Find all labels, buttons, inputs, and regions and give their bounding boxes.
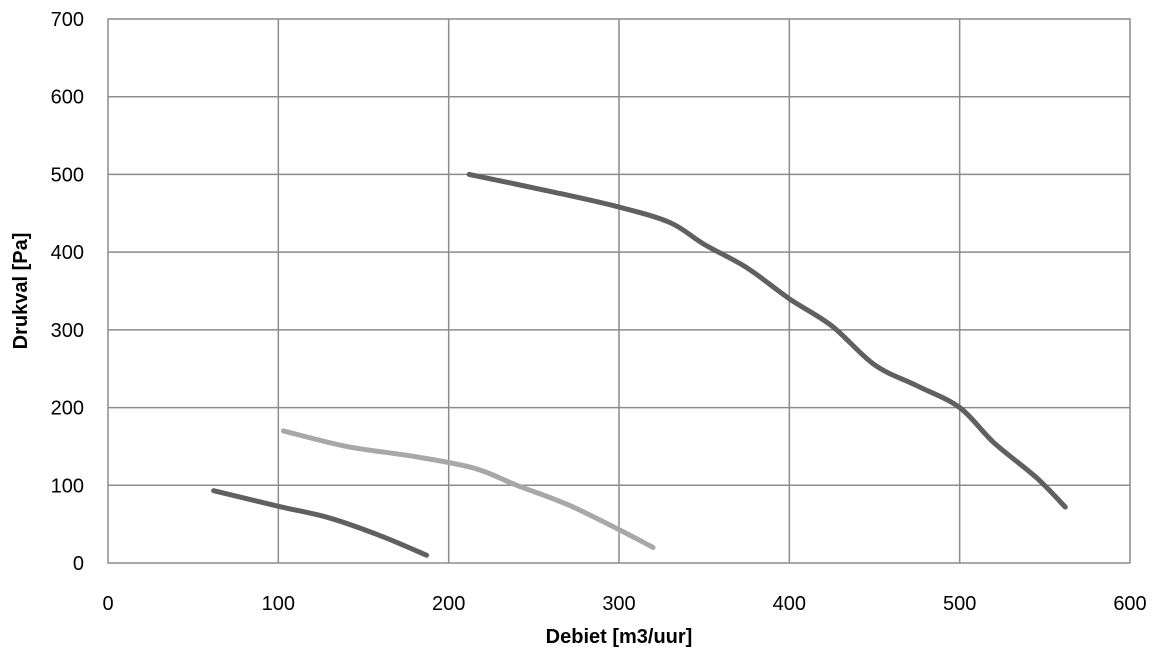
x-tick-label: 100 (262, 593, 295, 615)
y-tick-label: 0 (73, 553, 84, 575)
x-tick-label: 200 (432, 593, 465, 615)
x-tick-label: 400 (773, 593, 806, 615)
y-tick-label: 200 (51, 398, 84, 420)
y-tick-label: 700 (51, 9, 84, 31)
x-tick-label: 0 (102, 593, 113, 615)
x-tick-label: 600 (1113, 593, 1146, 615)
y-tick-label: 400 (51, 242, 84, 264)
x-tick-label: 500 (943, 593, 976, 615)
series-layer (211, 171, 1068, 558)
y-axis-ticks: 0 100 200 300 400 500 600 700 (51, 9, 84, 575)
series-line-2 (280, 428, 656, 550)
y-tick-label: 600 (51, 87, 84, 109)
y-tick-label: 100 (51, 475, 84, 497)
series-line-3 (466, 171, 1068, 510)
y-tick-label: 300 (51, 320, 84, 342)
y-axis-title: Drukval [Pa] (10, 233, 32, 350)
x-axis-title: Debiet [m3/uur] (546, 626, 693, 648)
x-axis-ticks: 0 100 200 300 400 500 600 (102, 593, 1146, 615)
series-line-1 (211, 488, 430, 558)
x-tick-label: 300 (602, 593, 635, 615)
y-tick-label: 500 (51, 164, 84, 186)
